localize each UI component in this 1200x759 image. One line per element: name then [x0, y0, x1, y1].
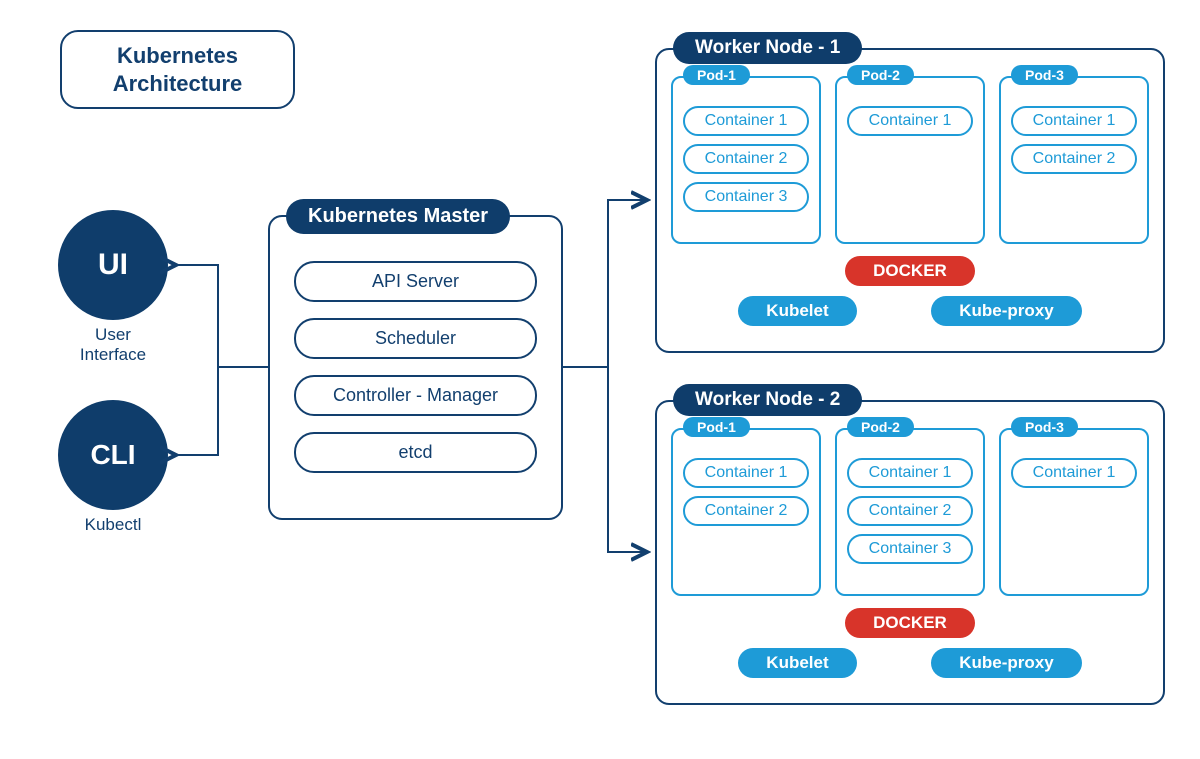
container-pill: Container 3 — [683, 182, 809, 212]
cli-client-circle: CLI — [58, 400, 168, 510]
container-pill: Container 1 — [1011, 106, 1137, 136]
master-component-1: Scheduler — [294, 318, 537, 359]
container-pill: Container 2 — [1011, 144, 1137, 174]
worker-node-1: Worker Node - 1 Pod-1Container 1Containe… — [655, 48, 1165, 353]
worker-2-pod-3: Pod-3Container 1 — [999, 428, 1149, 596]
pod-header: Pod-2 — [847, 417, 914, 437]
edge-master-to-worker2 — [563, 367, 647, 552]
master-component-2: Controller - Manager — [294, 375, 537, 416]
container-pill: Container 1 — [847, 106, 973, 136]
master-component-3: etcd — [294, 432, 537, 473]
worker-2-agent-0: Kubelet — [738, 648, 856, 678]
worker-2-pod-2: Pod-2Container 1Container 2Container 3 — [835, 428, 985, 596]
pod-header: Pod-3 — [1011, 65, 1078, 85]
diagram-title: Kubernetes Architecture — [60, 30, 295, 109]
ui-client-circle: UI — [58, 210, 168, 320]
container-pill: Container 2 — [847, 496, 973, 526]
worker-1-pod-3: Pod-3Container 1Container 2 — [999, 76, 1149, 244]
worker-1-runtime: DOCKER — [845, 256, 975, 286]
worker-2-runtime: DOCKER — [845, 608, 975, 638]
edge-master-to-ui — [176, 265, 268, 367]
container-pill: Container 2 — [683, 496, 809, 526]
worker-1-pod-1: Pod-1Container 1Container 2Container 3 — [671, 76, 821, 244]
worker-1-pod-2: Pod-2Container 1 — [835, 76, 985, 244]
kubernetes-master-box: Kubernetes Master API ServerSchedulerCon… — [268, 215, 563, 520]
worker-1-agent-0: Kubelet — [738, 296, 856, 326]
worker-2-agent-1: Kube-proxy — [931, 648, 1081, 678]
cli-abbr: CLI — [90, 439, 135, 471]
edge-master-to-worker1 — [563, 200, 647, 367]
cli-client-label: Kubectl — [58, 515, 168, 535]
edge-master-to-cli — [176, 367, 268, 455]
ui-abbr: UI — [98, 248, 128, 282]
container-pill: Container 1 — [847, 458, 973, 488]
title-line-2: Architecture — [90, 70, 265, 98]
container-pill: Container 1 — [1011, 458, 1137, 488]
ui-client-label: User Interface — [58, 325, 168, 365]
container-pill: Container 3 — [847, 534, 973, 564]
worker-2-pod-1: Pod-1Container 1Container 2 — [671, 428, 821, 596]
worker-2-header: Worker Node - 2 — [673, 384, 862, 416]
master-component-0: API Server — [294, 261, 537, 302]
worker-1-agent-1: Kube-proxy — [931, 296, 1081, 326]
pod-header: Pod-1 — [683, 417, 750, 437]
container-pill: Container 1 — [683, 458, 809, 488]
pod-header: Pod-2 — [847, 65, 914, 85]
master-header: Kubernetes Master — [286, 199, 510, 234]
title-line-1: Kubernetes — [90, 42, 265, 70]
pod-header: Pod-3 — [1011, 417, 1078, 437]
worker-node-2: Worker Node - 2 Pod-1Container 1Containe… — [655, 400, 1165, 705]
container-pill: Container 2 — [683, 144, 809, 174]
container-pill: Container 1 — [683, 106, 809, 136]
pod-header: Pod-1 — [683, 65, 750, 85]
worker-1-header: Worker Node - 1 — [673, 32, 862, 64]
